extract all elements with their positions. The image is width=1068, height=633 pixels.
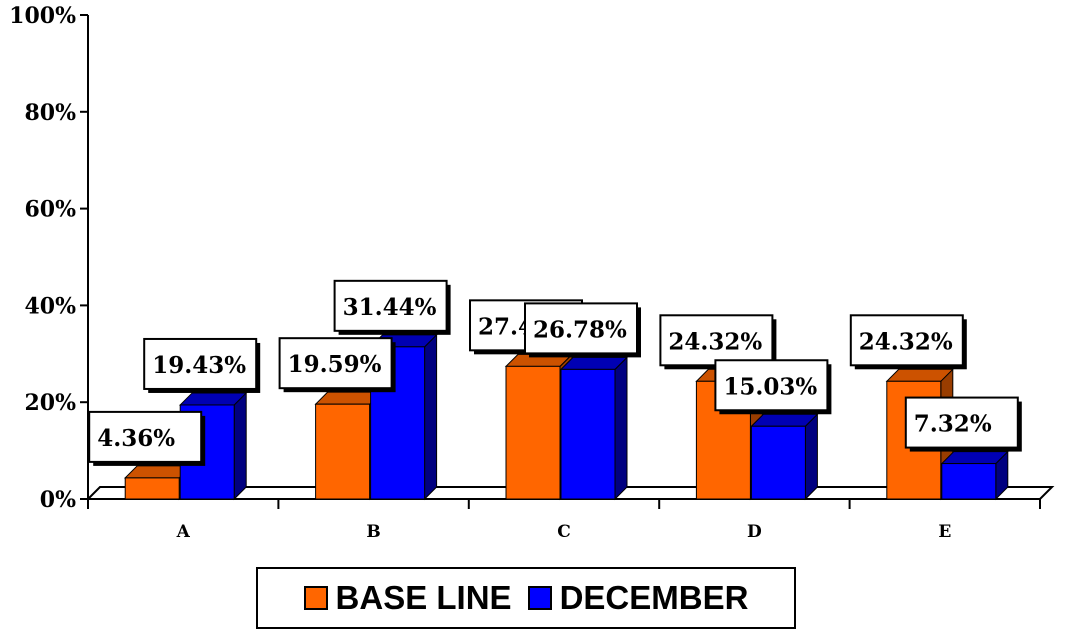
data-label-box	[278, 337, 393, 390]
data-label-box	[849, 314, 964, 367]
data-label: 15.03%	[723, 373, 817, 400]
y-tick-label: 60%	[24, 197, 76, 223]
x-category-label: D	[747, 522, 762, 542]
data-label: 26.78%	[533, 316, 627, 343]
bar-side	[614, 356, 628, 501]
y-tick-label: 40%	[24, 293, 76, 319]
bar-chart: 0% 20% 40% 60% 80% 100% A B C D E 4.36% 19.43% 19.59%…	[9, 3, 1055, 542]
data-label-box	[904, 396, 1019, 449]
bar-top	[750, 413, 819, 427]
bar-top	[178, 392, 248, 406]
y-tick-label: 100%	[9, 3, 76, 29]
data-label-box	[333, 279, 448, 332]
legend-label-december: DECEMBER	[559, 579, 749, 616]
legend-item-base-line: BASE LINE	[303, 579, 512, 617]
bar-base-line-b	[315, 403, 371, 500]
legend-swatch-base-line	[303, 586, 328, 610]
bar-base-line-c	[505, 365, 561, 500]
data-label-box	[524, 302, 638, 355]
data-label: 4.36%	[97, 425, 175, 452]
bar-december-e	[941, 463, 997, 500]
bar-top	[885, 368, 955, 382]
y-tick-label: 20%	[24, 390, 76, 416]
data-label-box	[659, 314, 774, 367]
bar-top	[940, 451, 1010, 465]
bar-december-d	[750, 425, 806, 500]
x-category-label: E	[938, 522, 951, 542]
bar-side	[804, 413, 818, 501]
data-label-box	[143, 337, 258, 390]
data-label: 19.43%	[152, 352, 246, 379]
data-label: 7.32%	[914, 411, 992, 438]
data-label: 19.59%	[288, 351, 382, 378]
legend: BASE LINE DECEMBER	[256, 567, 796, 629]
x-category-label: A	[176, 522, 191, 542]
data-label-box	[714, 359, 829, 412]
y-tick-label: 0%	[40, 487, 76, 513]
data-label: 24.32%	[668, 328, 762, 355]
data-label: 24.32%	[859, 328, 953, 355]
legend-label-base-line: BASE LINE	[335, 579, 512, 616]
bar-top	[559, 356, 629, 370]
bar-side	[424, 333, 438, 501]
bar-side	[233, 391, 247, 501]
x-category-label: B	[366, 522, 380, 542]
x-category-label: C	[557, 522, 571, 542]
bar-december-c	[560, 368, 616, 500]
y-tick-label: 80%	[24, 100, 76, 126]
data-label-box	[88, 410, 203, 463]
legend-swatch-december	[527, 586, 552, 610]
legend-item-december: DECEMBER	[527, 579, 749, 617]
data-label: 31.44%	[343, 294, 437, 321]
bar-base-line-a	[124, 477, 180, 500]
